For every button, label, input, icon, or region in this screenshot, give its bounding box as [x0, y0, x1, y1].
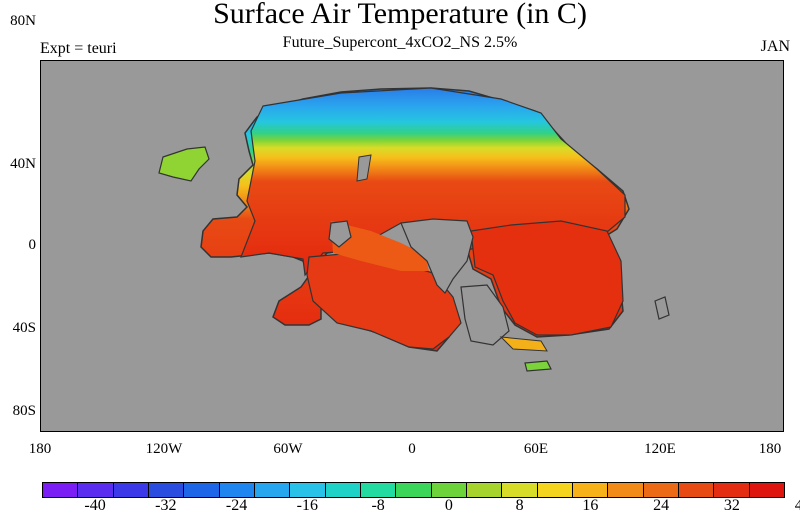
- lon-label-180e: 180: [758, 441, 782, 457]
- colorbar-swatch: [537, 483, 573, 497]
- experiment-label: Expt = teuri: [40, 40, 117, 57]
- lon-label-120e: 120E: [644, 441, 676, 457]
- lon-label-0: 0: [408, 441, 416, 457]
- colorbar-swatch: [572, 483, 609, 497]
- colorbar-label: -32: [155, 497, 177, 514]
- colorbar-swatch: [219, 483, 255, 497]
- colorbar-label: -40: [84, 497, 106, 514]
- colorbar-label: -16: [296, 497, 318, 514]
- western-peninsula: [158, 146, 210, 182]
- month-label: JAN: [760, 38, 790, 55]
- map-title: Surface Air Temperature (in C): [213, 0, 587, 30]
- north-lake: [356, 154, 372, 182]
- lon-label-180w: 180: [28, 441, 52, 457]
- colorbar-swatch: [254, 483, 291, 497]
- colorbar-swatch: [749, 483, 784, 497]
- colorbar-swatch: [78, 483, 114, 497]
- colorbar-swatch: [431, 483, 467, 497]
- inner-sea: [400, 218, 474, 294]
- lon-label-60w: 60W: [273, 441, 303, 457]
- colorbar-label: -24: [225, 497, 248, 514]
- colorbar-swatch: [502, 483, 538, 497]
- colorbar-swatch: [184, 483, 220, 497]
- colorbar-label: 8: [515, 497, 524, 514]
- colorbar-swatch: [360, 483, 397, 497]
- colorbar-swatch: [466, 483, 503, 497]
- colorbar-swatch: [714, 483, 750, 497]
- lat-label-40n: 40N: [10, 156, 36, 172]
- inner-sea-south: [460, 284, 510, 346]
- southern-island: [524, 360, 552, 372]
- lat-label-eq: 0: [28, 237, 37, 253]
- temperature-map: [158, 87, 670, 372]
- colorbar-label: 32: [723, 497, 740, 514]
- colorbar-label: 0: [444, 497, 453, 514]
- colorbar-swatch: [678, 483, 715, 497]
- experiment-subtitle: Future_Supercont_4xCO2_NS 2.5%: [282, 34, 518, 51]
- southern-coast-strip: [499, 336, 548, 352]
- east-islet: [654, 296, 670, 320]
- colorbar-swatch: [643, 483, 679, 497]
- west-bay: [328, 220, 352, 248]
- temperature-colorbar: [42, 482, 785, 498]
- lat-label-80s: 80S: [12, 403, 36, 419]
- colorbar-label: -8: [371, 497, 385, 514]
- colorbar-swatch: [290, 483, 326, 497]
- colorbar-swatch: [113, 483, 149, 497]
- lat-label-40s: 40S: [12, 320, 36, 336]
- colorbar-swatch: [325, 483, 361, 497]
- colorbar-swatch: [608, 483, 644, 497]
- lat-label-80n: 80N: [10, 13, 36, 29]
- map-panel: [40, 60, 784, 432]
- lon-label-60e: 60E: [523, 441, 549, 457]
- colorbar-label: 16: [582, 497, 599, 514]
- lon-label-120w: 120W: [145, 441, 183, 457]
- colorbar-swatch: [396, 483, 432, 497]
- colorbar-swatch: [43, 483, 79, 497]
- colorbar-swatch: [148, 483, 185, 497]
- colorbar-label: 24: [653, 497, 670, 514]
- colorbar-label: 40: [794, 497, 800, 514]
